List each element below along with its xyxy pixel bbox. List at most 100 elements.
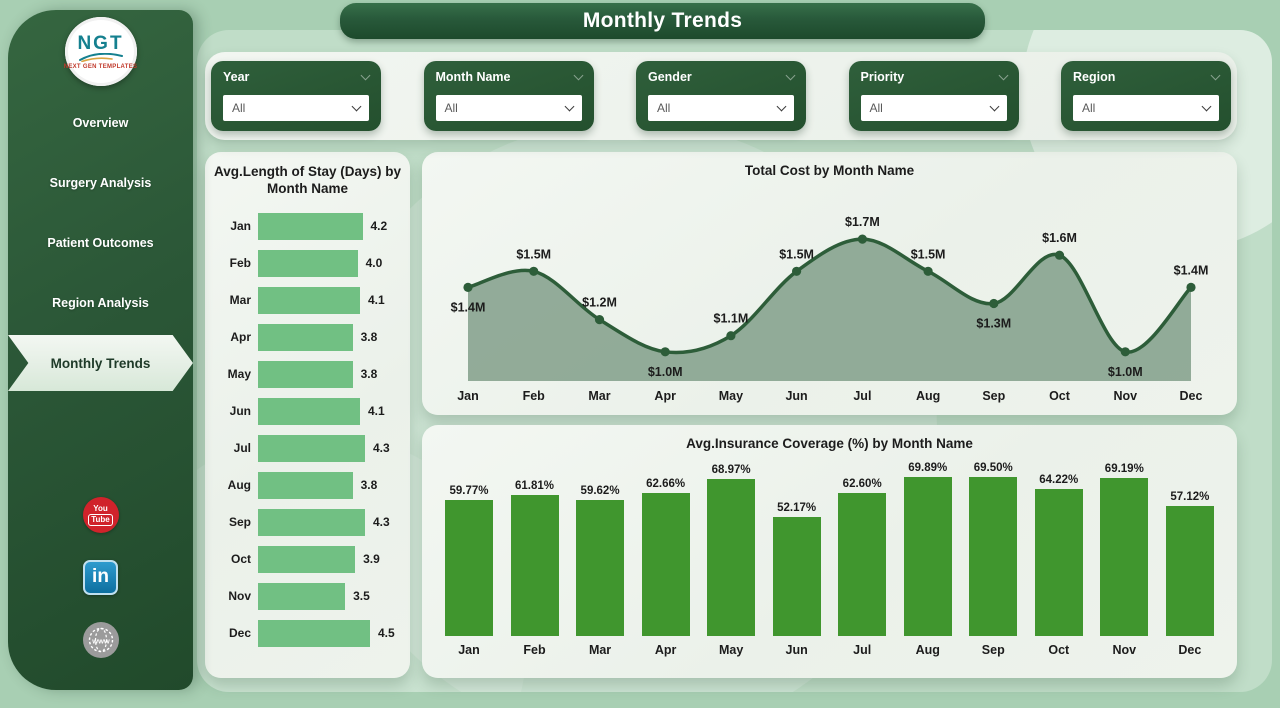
chevron-down-icon[interactable] xyxy=(1210,70,1221,81)
hbar-bar[interactable] xyxy=(258,619,370,647)
hbar-category-label: Aug xyxy=(227,478,251,493)
linkedin-icon[interactable]: in xyxy=(83,560,118,595)
hbar-value-label: 3.5 xyxy=(353,589,370,604)
hbar-value-label: 4.1 xyxy=(368,293,385,308)
hbar-bar[interactable] xyxy=(258,471,353,499)
line-value-label: $1.0M xyxy=(1108,365,1143,379)
hbar-category-label: Oct xyxy=(230,552,251,567)
line-category-label: Sep xyxy=(982,389,1005,403)
line-value-label: $1.1M xyxy=(714,312,749,326)
chart-title: Avg.Length of Stay (Days) by Month Name xyxy=(213,164,402,197)
priority-dropdown[interactable]: All xyxy=(860,95,1007,121)
line-point[interactable] xyxy=(660,347,670,357)
gender-dropdown[interactable]: All xyxy=(648,95,794,121)
vbar-column: 68.97% May xyxy=(702,458,760,657)
vbar-category-label: Apr xyxy=(654,643,677,658)
dropdown-value: All xyxy=(869,101,883,115)
sidebar-item-monthly-trends[interactable]: Monthly Trends xyxy=(8,335,193,391)
hbar-row: May 3.8 xyxy=(213,356,402,393)
vbar-column: 59.62% Mar xyxy=(571,458,629,657)
line-point[interactable] xyxy=(463,283,473,293)
filter-strip: Year All Month Name All Gender All Prior… xyxy=(205,52,1237,140)
year-dropdown[interactable]: All xyxy=(223,95,369,121)
line-category-label: Nov xyxy=(1113,389,1137,403)
chevron-down-icon[interactable] xyxy=(360,70,371,81)
hbar-bar[interactable] xyxy=(258,508,365,536)
vbar-bar[interactable] xyxy=(772,517,821,637)
hbar-row: Oct 3.9 xyxy=(213,541,402,578)
vbar-column: 52.17% Jun xyxy=(768,458,826,657)
vbar-bar[interactable] xyxy=(445,499,493,637)
vbar-value-label: 69.50% xyxy=(973,462,1013,475)
vbar-bar[interactable] xyxy=(1034,489,1083,637)
line-point[interactable] xyxy=(989,299,999,309)
youtube-icon[interactable]: You Tube xyxy=(82,497,119,533)
line-category-label: Oct xyxy=(1049,389,1071,403)
chevron-down-icon[interactable] xyxy=(998,70,1008,81)
vbar-bar[interactable] xyxy=(707,478,756,637)
month-name-dropdown[interactable]: All xyxy=(435,95,582,121)
line-chart-area-fill xyxy=(468,239,1191,382)
line-point[interactable] xyxy=(923,266,933,277)
line-value-label: $1.5M xyxy=(911,248,946,262)
chevron-down-icon xyxy=(1201,101,1212,112)
line-point[interactable] xyxy=(857,234,867,244)
hbar-bar[interactable] xyxy=(258,545,356,573)
vbar-column: 62.60% Jul xyxy=(833,458,891,657)
vbar-bar[interactable] xyxy=(510,494,559,637)
line-value-label: $1.3M xyxy=(976,317,1011,331)
vbar-bar[interactable] xyxy=(969,477,1018,637)
line-point[interactable] xyxy=(1186,283,1196,293)
line-point[interactable] xyxy=(726,331,736,341)
vbar-category-label: May xyxy=(718,643,744,658)
sidebar-item-region-analysis[interactable]: Region Analysis xyxy=(52,296,149,310)
vbar-bar[interactable] xyxy=(576,499,625,637)
hbar-row: Jun 4.1 xyxy=(213,393,402,430)
region-dropdown[interactable]: All xyxy=(1073,95,1219,121)
sidebar-item-surgery-analysis[interactable]: Surgery Analysis xyxy=(49,176,152,190)
hbar-bar[interactable] xyxy=(258,286,360,314)
hbar-row: Dec 4.5 xyxy=(213,615,402,652)
vbar-column: 64.22% Oct xyxy=(1030,458,1088,657)
hbar-value-label: 3.9 xyxy=(363,552,380,567)
vbar-category-label: Jul xyxy=(853,643,872,658)
hbar-bar[interactable] xyxy=(258,397,360,425)
line-point[interactable] xyxy=(1054,250,1065,261)
filter-label: Gender xyxy=(648,70,692,84)
line-value-label: $1.5M xyxy=(516,248,551,262)
chevron-down-icon xyxy=(564,101,574,112)
line-category-label: Jan xyxy=(457,389,479,403)
sidebar-item-patient-outcomes[interactable]: Patient Outcomes xyxy=(47,236,154,250)
line-point[interactable] xyxy=(1120,347,1130,357)
website-globe-icon[interactable]: www xyxy=(82,622,119,663)
ngt-logo: NGT NEXT GEN TEMPLATES xyxy=(64,17,137,86)
hbar-bar[interactable] xyxy=(258,582,346,610)
hbar-bar[interactable] xyxy=(258,212,363,240)
hbar-bar[interactable] xyxy=(258,249,358,277)
youtube-text-bottom: Tube xyxy=(88,513,113,526)
hbar-bar[interactable] xyxy=(258,323,353,351)
vbar-bar[interactable] xyxy=(1100,478,1149,637)
chevron-down-icon[interactable] xyxy=(573,70,583,81)
sidebar: NGT NEXT GEN TEMPLATES Overview Surgery … xyxy=(8,10,193,690)
vbar-bar[interactable] xyxy=(838,493,887,637)
vbar-bar[interactable] xyxy=(641,493,690,637)
avg-insurance-coverage-chart: Avg.Insurance Coverage (%) by Month Name… xyxy=(422,425,1237,678)
vbar-bar[interactable] xyxy=(903,476,952,637)
hbar-bar[interactable] xyxy=(258,360,353,388)
line-category-label: Apr xyxy=(654,389,676,403)
chevron-down-icon xyxy=(989,101,999,112)
line-point[interactable] xyxy=(792,266,802,277)
hbar-bar[interactable] xyxy=(258,434,365,462)
chevron-down-icon[interactable] xyxy=(785,70,796,81)
sidebar-item-overview[interactable]: Overview xyxy=(72,116,129,130)
vbar-category-label: Jun xyxy=(785,643,808,658)
line-category-label: Feb xyxy=(523,389,546,403)
hbar-row: Sep 4.3 xyxy=(213,504,402,541)
line-point[interactable] xyxy=(594,315,605,325)
hbar-category-label: Mar xyxy=(229,293,251,308)
hbar-value-label: 3.8 xyxy=(360,367,378,382)
hbar-value-label: 4.5 xyxy=(378,626,395,641)
vbar-bar[interactable] xyxy=(1165,505,1214,637)
line-point[interactable] xyxy=(529,266,539,277)
